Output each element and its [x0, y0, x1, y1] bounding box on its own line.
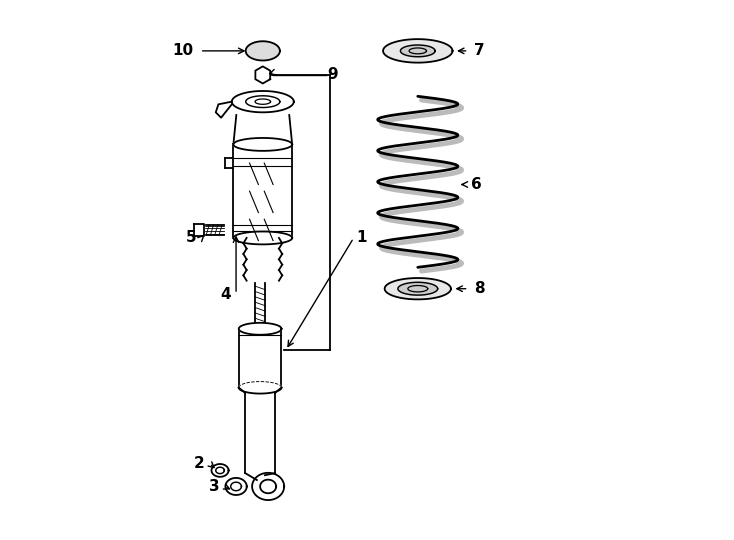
Polygon shape: [225, 478, 247, 495]
Polygon shape: [232, 91, 294, 112]
Polygon shape: [398, 282, 437, 295]
Text: 4: 4: [220, 287, 230, 301]
Polygon shape: [245, 393, 275, 473]
Polygon shape: [255, 66, 270, 84]
Text: 10: 10: [172, 43, 193, 58]
Polygon shape: [239, 388, 281, 393]
Polygon shape: [233, 232, 292, 245]
Text: 9: 9: [327, 68, 338, 83]
Text: 7: 7: [474, 43, 484, 58]
Polygon shape: [233, 144, 292, 238]
Polygon shape: [255, 284, 266, 332]
Polygon shape: [383, 39, 453, 63]
Polygon shape: [211, 464, 228, 477]
Polygon shape: [195, 224, 204, 237]
Polygon shape: [239, 382, 281, 394]
Polygon shape: [252, 473, 284, 500]
Text: 3: 3: [209, 479, 220, 494]
Polygon shape: [239, 329, 281, 388]
Text: 5: 5: [185, 231, 196, 246]
Text: 1: 1: [357, 231, 367, 246]
Text: 6: 6: [471, 177, 482, 192]
Polygon shape: [246, 41, 280, 51]
Polygon shape: [233, 115, 292, 144]
Polygon shape: [401, 45, 435, 57]
Text: 8: 8: [474, 281, 484, 296]
Polygon shape: [239, 323, 281, 335]
Polygon shape: [246, 41, 280, 60]
Polygon shape: [385, 278, 451, 299]
Polygon shape: [233, 138, 292, 151]
Text: 2: 2: [193, 456, 204, 471]
